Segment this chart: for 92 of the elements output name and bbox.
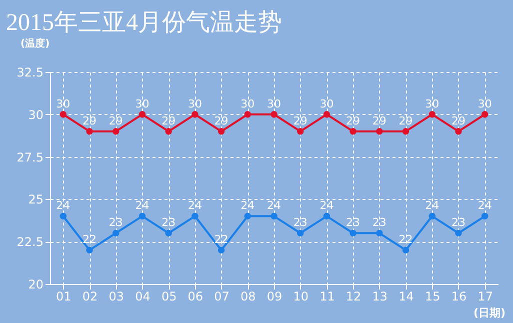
data-label: 30 — [267, 97, 281, 110]
data-label: 23 — [346, 216, 360, 230]
x-tick-label: 05 — [161, 290, 177, 304]
y-tick-label: 25 — [28, 192, 44, 207]
data-label: 29 — [108, 114, 123, 128]
x-tick-label: 09 — [266, 290, 282, 304]
point — [60, 111, 67, 118]
x-tick-label: 12 — [346, 290, 362, 304]
y-tick-label: 32.5 — [16, 66, 44, 80]
point — [428, 111, 436, 118]
point — [376, 230, 383, 236]
x-tick-label: 13 — [372, 290, 388, 304]
x-tick-label: 17 — [478, 290, 493, 304]
x-tick-label: 07 — [214, 290, 230, 304]
point — [165, 128, 172, 135]
x-tick-label: 08 — [240, 290, 256, 304]
data-label: 24 — [267, 199, 281, 212]
point — [481, 212, 488, 220]
point — [376, 128, 383, 135]
point — [481, 111, 488, 118]
data-label: 24 — [478, 199, 492, 212]
point — [297, 230, 304, 236]
y-axis-title: (温度) — [20, 38, 50, 50]
point — [112, 230, 120, 236]
point — [323, 111, 330, 118]
x-tick-label: 04 — [135, 290, 150, 304]
point — [138, 212, 146, 220]
x-tick-label: 11 — [320, 290, 335, 304]
point — [455, 128, 462, 135]
point — [323, 212, 330, 220]
point — [270, 111, 278, 118]
data-label: 29 — [82, 114, 97, 128]
point — [297, 128, 304, 135]
point — [138, 111, 146, 118]
data-label: 29 — [398, 114, 413, 128]
data-label: 29 — [214, 114, 228, 128]
point — [112, 128, 120, 135]
data-label: 29 — [293, 114, 308, 128]
point — [86, 128, 93, 135]
data-label: 30 — [240, 97, 255, 110]
data-label: 22 — [398, 233, 413, 246]
point — [270, 212, 278, 220]
y-tick-label: 30 — [28, 108, 44, 122]
data-label: 29 — [162, 114, 176, 128]
data-label: 24 — [425, 199, 440, 212]
data-label: 29 — [372, 114, 386, 128]
point — [165, 230, 172, 236]
x-tick-label: 01 — [56, 290, 72, 304]
point — [192, 212, 198, 220]
point — [350, 230, 356, 236]
y-tick-label: 27.5 — [16, 150, 44, 164]
data-label: 24 — [135, 199, 150, 212]
point — [86, 246, 93, 254]
x-axis-title: (日期) — [473, 306, 506, 320]
data-label: 23 — [162, 216, 176, 230]
data-label: 24 — [240, 199, 255, 212]
data-label: 23 — [108, 216, 123, 230]
data-label: 23 — [293, 216, 308, 230]
x-tick-label: 10 — [293, 290, 308, 304]
x-tick-label: 15 — [424, 290, 440, 304]
point — [402, 246, 410, 254]
point — [192, 111, 198, 118]
data-label: 30 — [425, 97, 440, 110]
point — [455, 230, 462, 236]
point — [350, 128, 356, 135]
x-tick-label: 16 — [451, 290, 467, 304]
data-label: 29 — [346, 114, 360, 128]
x-tick-label: 06 — [188, 290, 204, 304]
point — [60, 212, 67, 220]
data-label: 30 — [478, 97, 492, 110]
data-label: 24 — [188, 199, 202, 212]
point — [428, 212, 436, 220]
point — [244, 111, 251, 118]
point — [244, 212, 251, 220]
y-tick-label: 22.5 — [16, 235, 44, 250]
x-tick-label: 03 — [108, 290, 124, 304]
x-tick-label: 02 — [82, 290, 98, 304]
data-label: 23 — [372, 216, 386, 230]
data-label: 30 — [188, 97, 202, 110]
y-tick-label: 20 — [28, 278, 44, 292]
data-label: 24 — [56, 199, 70, 212]
data-label: 30 — [56, 97, 70, 110]
point — [402, 128, 410, 135]
point — [218, 128, 225, 135]
data-label: 23 — [451, 216, 466, 230]
data-label: 29 — [451, 114, 466, 128]
chart-title: 2015年三亚4月份气温走势 — [6, 10, 282, 36]
x-tick-label: 14 — [398, 290, 414, 304]
data-label: 24 — [320, 199, 334, 212]
data-label: 30 — [135, 97, 150, 110]
point — [218, 246, 225, 254]
data-label: 30 — [320, 97, 334, 110]
